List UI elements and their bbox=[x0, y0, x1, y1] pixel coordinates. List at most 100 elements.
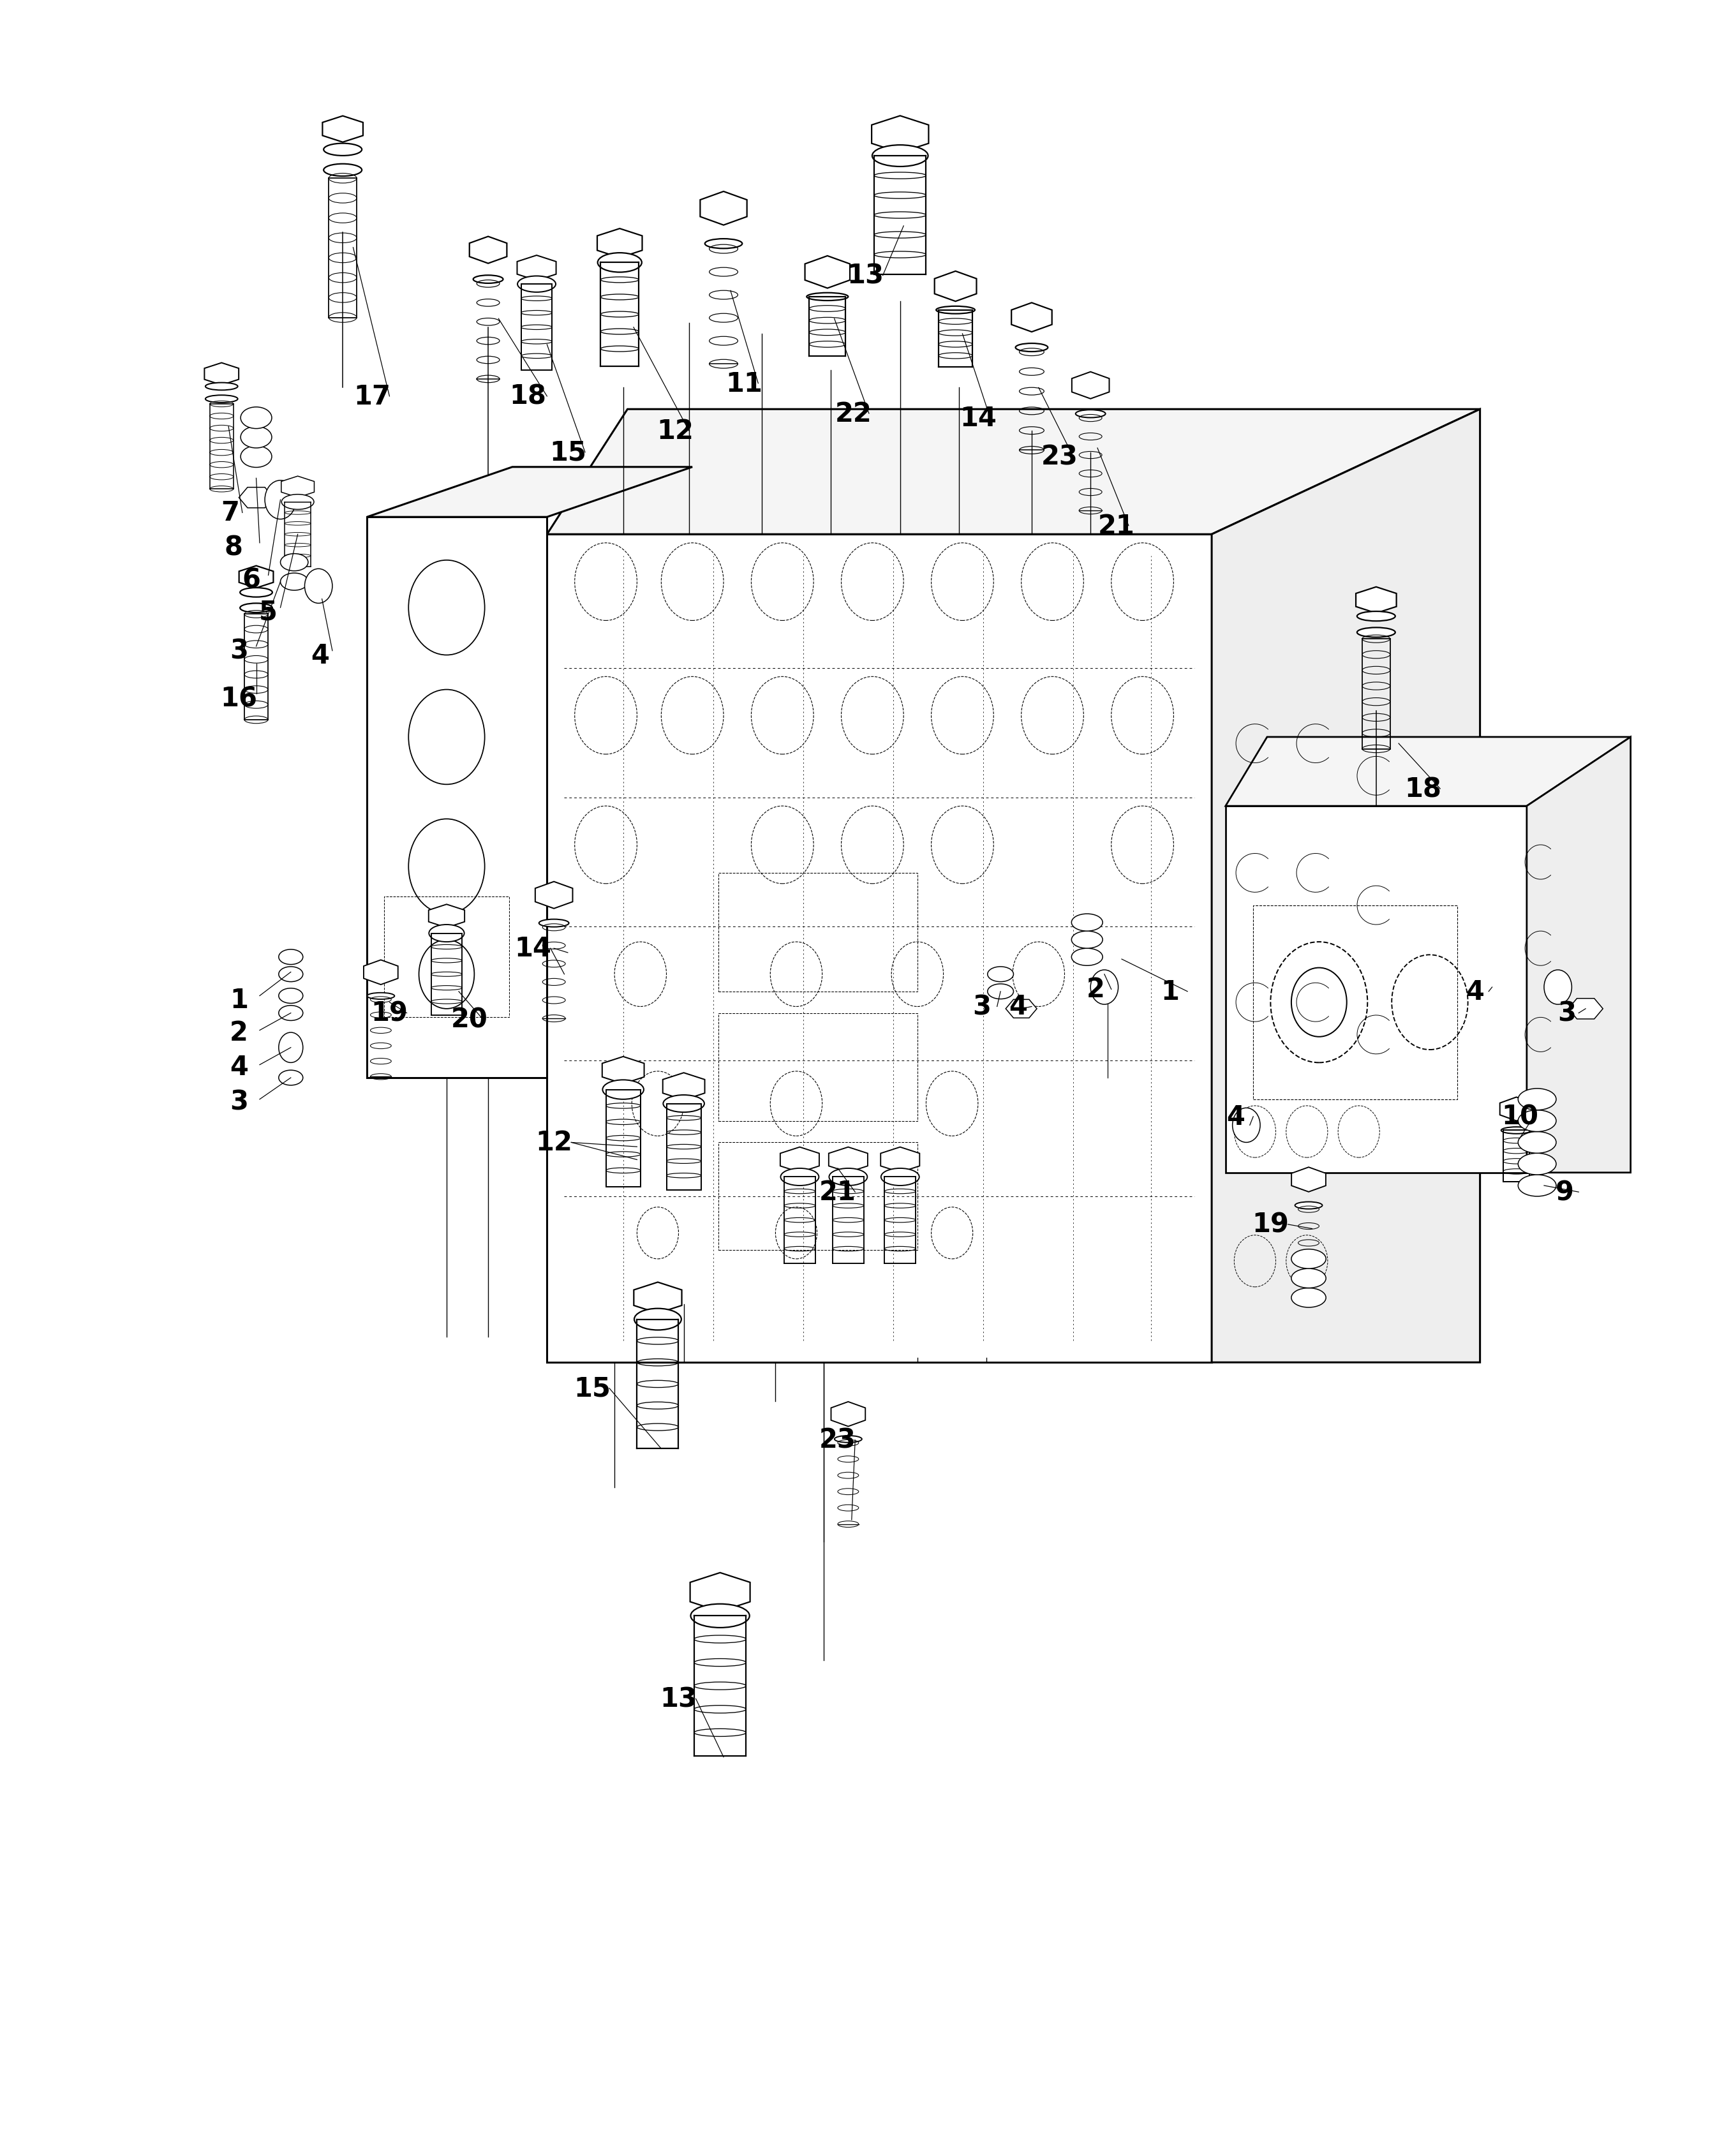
Polygon shape bbox=[597, 229, 642, 259]
Ellipse shape bbox=[241, 446, 272, 468]
Ellipse shape bbox=[1071, 914, 1103, 931]
Text: 7: 7 bbox=[222, 500, 239, 526]
Polygon shape bbox=[1499, 1097, 1534, 1121]
Polygon shape bbox=[322, 116, 364, 142]
Text: 12: 12 bbox=[656, 418, 694, 444]
Polygon shape bbox=[1011, 304, 1052, 332]
Text: 4: 4 bbox=[1466, 979, 1483, 1005]
Ellipse shape bbox=[872, 147, 928, 168]
Text: 22: 22 bbox=[834, 401, 872, 427]
Text: 3: 3 bbox=[230, 1089, 248, 1115]
Ellipse shape bbox=[1518, 1089, 1556, 1110]
Polygon shape bbox=[280, 476, 315, 498]
Ellipse shape bbox=[538, 921, 569, 927]
Polygon shape bbox=[699, 192, 748, 226]
Polygon shape bbox=[367, 468, 692, 517]
Ellipse shape bbox=[279, 1072, 303, 1087]
Text: 13: 13 bbox=[846, 263, 885, 289]
Ellipse shape bbox=[473, 276, 504, 285]
Ellipse shape bbox=[1016, 343, 1047, 351]
Ellipse shape bbox=[279, 949, 303, 964]
Ellipse shape bbox=[1357, 627, 1395, 638]
Polygon shape bbox=[634, 1283, 682, 1313]
Ellipse shape bbox=[1075, 410, 1106, 418]
Ellipse shape bbox=[936, 306, 975, 315]
Ellipse shape bbox=[324, 144, 362, 155]
Polygon shape bbox=[781, 1147, 819, 1173]
Ellipse shape bbox=[597, 252, 642, 274]
Ellipse shape bbox=[1518, 1153, 1556, 1175]
Ellipse shape bbox=[1518, 1175, 1556, 1197]
Text: 10: 10 bbox=[1501, 1104, 1539, 1130]
Text: 4: 4 bbox=[1009, 994, 1026, 1020]
Text: 1: 1 bbox=[230, 987, 248, 1013]
Ellipse shape bbox=[1071, 949, 1103, 966]
Polygon shape bbox=[831, 1401, 866, 1427]
Ellipse shape bbox=[280, 573, 308, 591]
Ellipse shape bbox=[518, 276, 556, 293]
Ellipse shape bbox=[1357, 612, 1395, 621]
Ellipse shape bbox=[279, 966, 303, 983]
Ellipse shape bbox=[1291, 1250, 1326, 1268]
Circle shape bbox=[1232, 1108, 1260, 1143]
Polygon shape bbox=[535, 882, 573, 910]
Text: 23: 23 bbox=[1040, 444, 1078, 470]
Text: 19: 19 bbox=[370, 1000, 409, 1026]
Ellipse shape bbox=[1291, 1268, 1326, 1289]
Polygon shape bbox=[1212, 410, 1480, 1363]
Text: 19: 19 bbox=[1252, 1212, 1290, 1238]
Polygon shape bbox=[663, 1074, 705, 1100]
Polygon shape bbox=[239, 567, 273, 589]
Polygon shape bbox=[1291, 1166, 1326, 1192]
Ellipse shape bbox=[829, 1169, 867, 1186]
Polygon shape bbox=[469, 237, 507, 263]
Text: 14: 14 bbox=[959, 405, 997, 431]
Ellipse shape bbox=[602, 1080, 644, 1100]
Polygon shape bbox=[805, 257, 850, 289]
Polygon shape bbox=[367, 517, 547, 1078]
Text: 23: 23 bbox=[819, 1427, 857, 1453]
Polygon shape bbox=[1355, 586, 1397, 614]
Text: 15: 15 bbox=[549, 440, 587, 466]
Ellipse shape bbox=[1518, 1132, 1556, 1153]
Ellipse shape bbox=[367, 994, 395, 1000]
Polygon shape bbox=[1226, 806, 1527, 1173]
Ellipse shape bbox=[634, 1309, 682, 1330]
Polygon shape bbox=[691, 1574, 750, 1613]
Ellipse shape bbox=[705, 239, 743, 248]
Ellipse shape bbox=[279, 987, 303, 1005]
Ellipse shape bbox=[691, 1604, 750, 1628]
Ellipse shape bbox=[1501, 1128, 1532, 1134]
Text: 2: 2 bbox=[1087, 977, 1104, 1003]
Polygon shape bbox=[204, 362, 239, 386]
Text: 3: 3 bbox=[230, 638, 248, 664]
Ellipse shape bbox=[987, 983, 1013, 1000]
Polygon shape bbox=[518, 257, 556, 280]
Polygon shape bbox=[602, 1056, 644, 1084]
Ellipse shape bbox=[1295, 1203, 1322, 1210]
Text: 8: 8 bbox=[225, 535, 242, 561]
Ellipse shape bbox=[781, 1169, 819, 1186]
Ellipse shape bbox=[881, 1169, 919, 1186]
Polygon shape bbox=[1568, 998, 1603, 1020]
Ellipse shape bbox=[1291, 1287, 1326, 1307]
Polygon shape bbox=[1071, 373, 1110, 399]
Polygon shape bbox=[547, 410, 1480, 535]
Ellipse shape bbox=[206, 384, 237, 390]
Polygon shape bbox=[1527, 737, 1631, 1173]
Polygon shape bbox=[1226, 737, 1631, 806]
Text: 2: 2 bbox=[230, 1020, 248, 1046]
Text: 9: 9 bbox=[1556, 1179, 1573, 1205]
Circle shape bbox=[279, 1033, 303, 1063]
Ellipse shape bbox=[834, 1436, 862, 1442]
Polygon shape bbox=[881, 1147, 919, 1173]
Text: 18: 18 bbox=[1404, 776, 1442, 802]
Text: 12: 12 bbox=[535, 1130, 573, 1156]
Text: 4: 4 bbox=[1227, 1104, 1245, 1130]
Polygon shape bbox=[829, 1147, 867, 1173]
Polygon shape bbox=[239, 487, 273, 509]
Text: 3: 3 bbox=[973, 994, 990, 1020]
Text: 17: 17 bbox=[353, 384, 391, 410]
Ellipse shape bbox=[241, 589, 272, 597]
Ellipse shape bbox=[241, 604, 272, 612]
